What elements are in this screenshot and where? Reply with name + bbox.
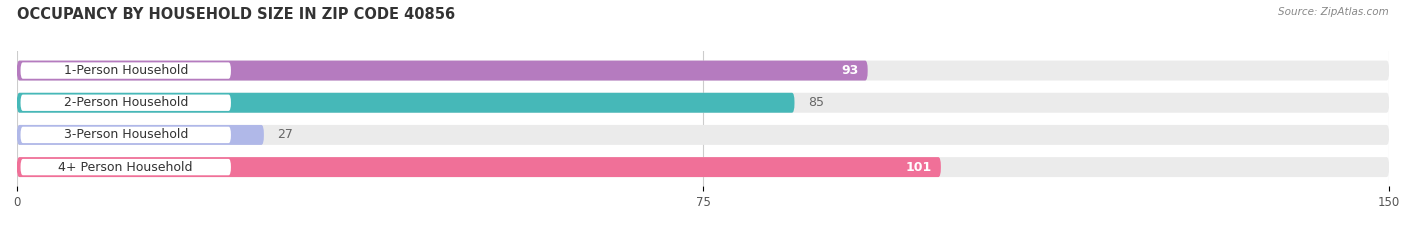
Text: OCCUPANCY BY HOUSEHOLD SIZE IN ZIP CODE 40856: OCCUPANCY BY HOUSEHOLD SIZE IN ZIP CODE … xyxy=(17,7,456,22)
FancyBboxPatch shape xyxy=(21,95,231,111)
FancyBboxPatch shape xyxy=(17,125,264,145)
FancyBboxPatch shape xyxy=(17,157,1389,177)
FancyBboxPatch shape xyxy=(17,93,1389,113)
Text: 27: 27 xyxy=(277,128,294,141)
FancyBboxPatch shape xyxy=(21,62,231,79)
Text: 2-Person Household: 2-Person Household xyxy=(63,96,188,109)
Text: 85: 85 xyxy=(808,96,824,109)
FancyBboxPatch shape xyxy=(17,125,1389,145)
Text: 1-Person Household: 1-Person Household xyxy=(63,64,188,77)
FancyBboxPatch shape xyxy=(17,93,794,113)
FancyBboxPatch shape xyxy=(21,127,231,143)
FancyBboxPatch shape xyxy=(17,61,868,81)
Text: 93: 93 xyxy=(841,64,859,77)
FancyBboxPatch shape xyxy=(21,159,231,175)
Text: 4+ Person Household: 4+ Person Household xyxy=(59,161,193,174)
FancyBboxPatch shape xyxy=(17,157,941,177)
Text: 3-Person Household: 3-Person Household xyxy=(63,128,188,141)
FancyBboxPatch shape xyxy=(17,61,1389,81)
Text: Source: ZipAtlas.com: Source: ZipAtlas.com xyxy=(1278,7,1389,17)
Text: 101: 101 xyxy=(905,161,932,174)
